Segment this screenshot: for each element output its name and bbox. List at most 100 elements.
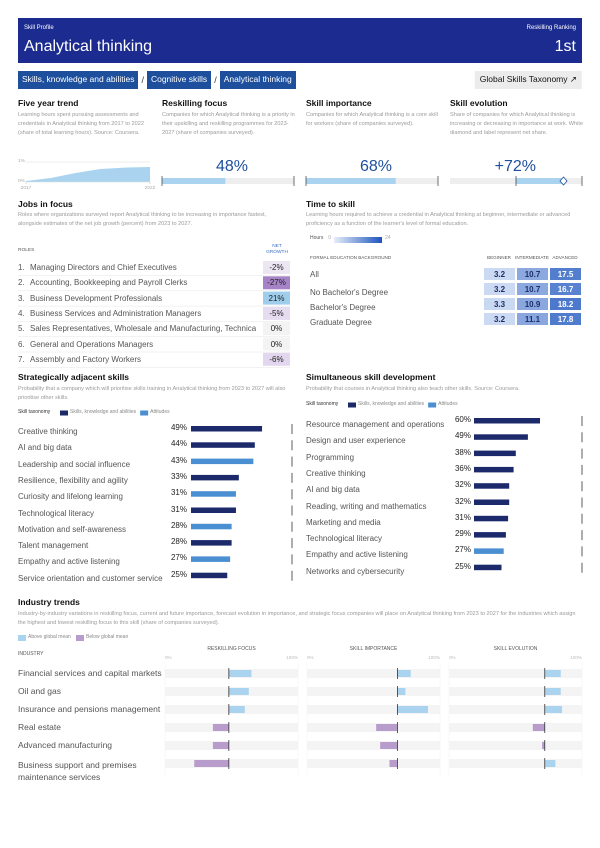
header-banner [18,18,582,63]
bar [397,688,406,695]
description: Companies for which Analytical thinking … [162,112,295,136]
bar [194,760,229,767]
role-rank: 7. [18,354,25,364]
breadcrumb-chip[interactable]: Skills, knowledge and abilities [18,71,139,89]
skill-name: Technological literacy [18,508,95,518]
skill-name: Resource management and operations [306,420,445,429]
legend-min: 0 [328,235,331,241]
value-label: 28% [170,520,187,530]
bar [212,724,229,731]
industry-name: Oil and gas [18,686,61,696]
bar [474,548,504,554]
value-label: 44% [170,439,187,449]
skill-title: Analytical thinking [24,38,153,55]
value-label: 31% [170,504,187,514]
hours-value: 3.2 [493,284,506,294]
separator: / [141,74,144,85]
role-rank: 6. [18,339,25,349]
industry-name: Advanced manufacturing [18,740,113,750]
heat-cell [484,268,515,280]
heat-cell [517,283,548,295]
skill-name: Empathy and active listening [306,550,408,560]
breadcrumb-chip[interactable]: Analytical thinking [219,71,296,89]
row-track [165,723,298,732]
growth-value: 0% [270,339,283,349]
column-header: SKILL EVOLUTION [493,646,538,652]
legend-gradient [334,237,382,243]
row-track [449,687,582,696]
taxonomy-link[interactable]: Global Skills Taxonomy ↗ [474,71,582,89]
industry-name: Business support and premises maintenanc… [18,760,137,782]
value-label: 36% [454,463,471,473]
skill-name: Programming [306,452,355,462]
section-title: Reskilling focus [162,98,228,108]
bar [228,670,252,677]
tick-label: 100% [286,655,298,660]
section-title: Simultaneous skill development [306,372,436,382]
bar [162,178,226,184]
bar [212,742,229,749]
legend-label: Attitudes [438,401,458,407]
skill-name: Creative thinking [18,427,78,436]
breadcrumb-chip[interactable]: Cognitive skills [146,71,212,89]
role-rank: 5. [18,324,25,334]
industry-name: Insurance and pensions management [18,704,161,714]
heat-cell [550,283,581,295]
section-title: Skill importance [306,98,372,108]
role-name: Business Development Professionals [30,293,163,303]
legend-label: Attitudes [150,409,170,415]
big-value: 48% [215,158,248,175]
rank: 1st [554,38,576,55]
skill-name: Empathy and active listening [18,557,120,567]
legend-swatch [76,635,84,641]
bar [306,178,396,184]
row-track [307,759,440,768]
bar [532,724,545,731]
skill-name: Curiosity and lifelong learning [18,492,123,502]
description: Share of companies for which Analytical … [450,112,584,136]
growth-value: -27% [267,278,286,288]
role-name: General and Operations Managers [30,339,154,349]
legend-swatch [428,402,437,408]
hours-value: 3.2 [493,314,506,324]
row-track [449,669,582,678]
bar [474,564,502,571]
description: Learning hours spent pursuing assessment… [18,112,144,136]
y-tick-label: 1% [18,159,25,164]
value-label: 31% [170,488,187,498]
column-header: ADVANCED [552,255,578,260]
heat-cell [550,298,581,310]
heat-cell [484,298,515,310]
row-track [449,759,582,768]
growth-cell [263,337,290,351]
growth-cell [263,322,290,336]
legend-label: Above global mean [28,634,71,640]
heat-cell [550,313,581,325]
skill-name: Creative thinking [306,468,366,478]
role-name: Business Services and Administration Man… [30,308,202,318]
hours-value: 18.2 [557,299,574,309]
skill-name: Motivation and self-awareness [18,524,127,534]
description: Learning hours required to achieve a cre… [306,212,571,227]
value-label: 33% [170,471,187,481]
value-label: 28% [170,537,187,547]
bar [191,458,254,465]
skill-name: Resilience, flexibility and agility [18,475,128,485]
ranking-label: Reskilling Ranking [526,25,576,31]
hours-value: 17.8 [557,314,574,324]
column-header: BEGINNER [487,255,511,260]
row-track [449,741,582,750]
column-header: NET GROWTH [266,244,288,255]
growth-value: 21% [268,293,285,303]
skill-name: Networks and cybersecurity [306,566,405,576]
tick-label: 0% [449,655,456,660]
growth-value: -6% [269,354,284,364]
x-tick-label: 2017 [20,186,32,191]
tick-label: 0% [165,655,172,660]
breadcrumb: Skills, knowledge and abilities / Cognitiv… [18,71,296,89]
heat-cell [517,268,548,280]
bar [191,491,236,497]
legend-swatch [140,410,149,416]
heat-cell [517,298,548,310]
bar [389,760,398,767]
